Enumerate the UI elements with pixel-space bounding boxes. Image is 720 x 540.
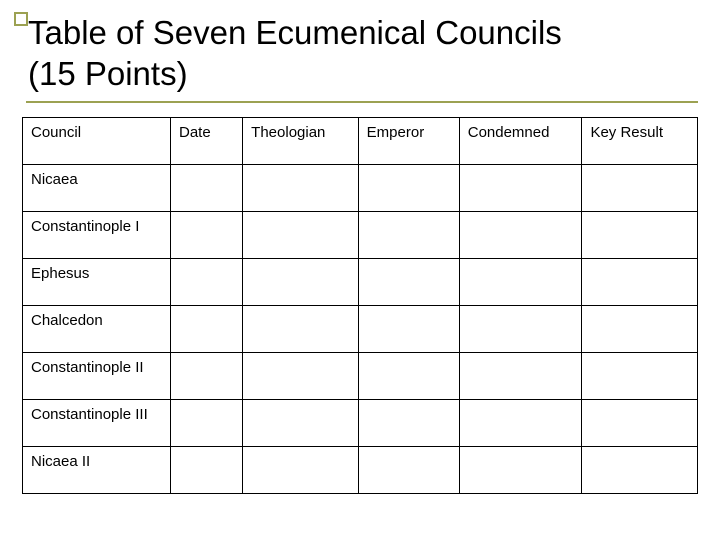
cell-condemned bbox=[459, 446, 582, 493]
cell-condemned bbox=[459, 258, 582, 305]
cell-emperor bbox=[358, 446, 459, 493]
col-council: Council bbox=[23, 117, 171, 164]
cell-key-result bbox=[582, 164, 698, 211]
cell-theologian bbox=[243, 164, 359, 211]
cell-date bbox=[170, 446, 242, 493]
cell-condemned bbox=[459, 164, 582, 211]
col-emperor: Emperor bbox=[358, 117, 459, 164]
cell-date bbox=[170, 305, 242, 352]
col-date: Date bbox=[170, 117, 242, 164]
cell-emperor bbox=[358, 211, 459, 258]
table-row: Nicaea II bbox=[23, 446, 698, 493]
cell-date bbox=[170, 258, 242, 305]
cell-condemned bbox=[459, 305, 582, 352]
cell-council: Nicaea II bbox=[23, 446, 171, 493]
title-line-1: Table of Seven Ecumenical Councils bbox=[28, 14, 562, 51]
cell-theologian bbox=[243, 258, 359, 305]
table-row: Ephesus bbox=[23, 258, 698, 305]
cell-council: Constantinople I bbox=[23, 211, 171, 258]
cell-condemned bbox=[459, 211, 582, 258]
cell-council: Chalcedon bbox=[23, 305, 171, 352]
cell-council: Nicaea bbox=[23, 164, 171, 211]
cell-theologian bbox=[243, 305, 359, 352]
cell-date bbox=[170, 164, 242, 211]
cell-key-result bbox=[582, 399, 698, 446]
cell-council: Constantinople II bbox=[23, 352, 171, 399]
cell-date bbox=[170, 211, 242, 258]
table-header-row: Council Date Theologian Emperor Condemne… bbox=[23, 117, 698, 164]
cell-theologian bbox=[243, 352, 359, 399]
cell-key-result bbox=[582, 258, 698, 305]
cell-condemned bbox=[459, 352, 582, 399]
cell-emperor bbox=[358, 164, 459, 211]
slide: Table of Seven Ecumenical Councils (15 P… bbox=[0, 0, 720, 540]
cell-theologian bbox=[243, 446, 359, 493]
cell-emperor bbox=[358, 258, 459, 305]
cell-theologian bbox=[243, 211, 359, 258]
accent-square-icon bbox=[14, 12, 28, 26]
col-condemned: Condemned bbox=[459, 117, 582, 164]
cell-council: Constantinople III bbox=[23, 399, 171, 446]
cell-theologian bbox=[243, 399, 359, 446]
col-theologian: Theologian bbox=[243, 117, 359, 164]
cell-key-result bbox=[582, 446, 698, 493]
cell-emperor bbox=[358, 305, 459, 352]
cell-date bbox=[170, 399, 242, 446]
title-block: Table of Seven Ecumenical Councils (15 P… bbox=[26, 12, 698, 103]
table-row: Constantinople III bbox=[23, 399, 698, 446]
cell-emperor bbox=[358, 399, 459, 446]
cell-key-result bbox=[582, 352, 698, 399]
cell-council: Ephesus bbox=[23, 258, 171, 305]
cell-emperor bbox=[358, 352, 459, 399]
table-row: Constantinople I bbox=[23, 211, 698, 258]
table-row: Nicaea bbox=[23, 164, 698, 211]
cell-key-result bbox=[582, 305, 698, 352]
cell-key-result bbox=[582, 211, 698, 258]
col-key-result: Key Result bbox=[582, 117, 698, 164]
councils-table: Council Date Theologian Emperor Condemne… bbox=[22, 117, 698, 494]
page-title: Table of Seven Ecumenical Councils (15 P… bbox=[26, 12, 698, 95]
cell-condemned bbox=[459, 399, 582, 446]
table-row: Constantinople II bbox=[23, 352, 698, 399]
cell-date bbox=[170, 352, 242, 399]
title-line-2: (15 Points) bbox=[28, 55, 188, 92]
table-row: Chalcedon bbox=[23, 305, 698, 352]
